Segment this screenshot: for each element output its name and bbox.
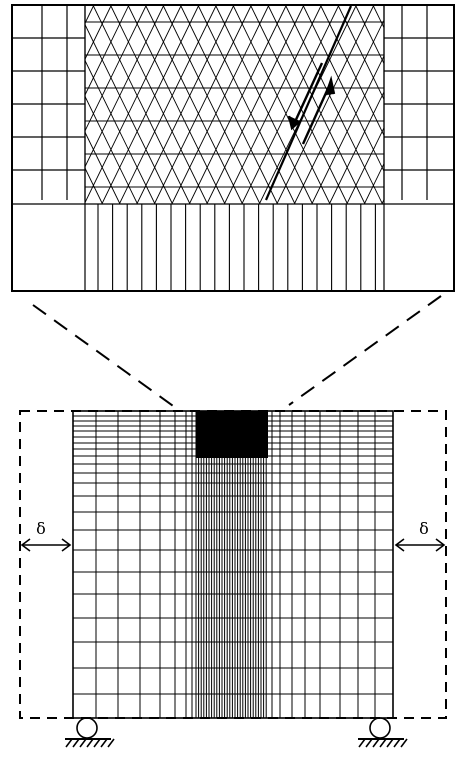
mesh-diagonal — [118, 5, 217, 205]
mesh-diagonal — [215, 5, 313, 205]
mesh-diagonal — [268, 5, 366, 205]
mesh-diagonal — [328, 91, 385, 205]
mesh-diagonal — [171, 5, 269, 205]
support-hatch — [379, 738, 387, 748]
detail-diamond-mesh — [84, 5, 385, 205]
mesh-diagonal — [206, 5, 304, 205]
mesh-diagonal — [250, 5, 348, 205]
support-hatch — [65, 738, 73, 748]
displacement-right: δ — [394, 519, 446, 552]
support-hatch — [72, 738, 80, 748]
zoom-connectors — [32, 295, 442, 409]
roller-support-left — [65, 717, 115, 748]
support-hatch — [386, 738, 394, 748]
zoom-connector-right — [288, 295, 442, 406]
mesh-diagonal — [128, 5, 226, 205]
displacement-left: δ — [20, 519, 72, 552]
mesh-diagonal — [84, 5, 112, 60]
mesh-diagonal — [381, 199, 385, 205]
mesh-diagonal — [303, 5, 385, 172]
support-hatch — [107, 738, 115, 748]
detail-panel — [11, 4, 455, 292]
mesh-diagonal — [93, 5, 191, 205]
mesh-diagonal — [346, 127, 385, 205]
detail-frame — [11, 4, 455, 292]
detail-lower-columns — [97, 204, 376, 291]
support-hatch — [79, 738, 87, 748]
mesh-diagonal — [84, 5, 164, 167]
mesh-diagonal — [84, 132, 121, 205]
zoom-connector-left — [32, 304, 177, 409]
support-hatch — [365, 738, 373, 748]
delta-label-right: δ — [419, 519, 429, 538]
mesh-diagonal — [338, 5, 385, 100]
mesh-diagonal — [293, 19, 385, 205]
mesh-diagonal — [241, 5, 339, 205]
mesh-diagonal — [233, 5, 331, 205]
mesh-diagonal — [285, 5, 383, 205]
support-hatch — [358, 738, 366, 748]
mesh-diagonal — [84, 96, 138, 205]
mesh-diagonal — [84, 167, 103, 205]
mesh-diagonal — [311, 55, 385, 205]
mesh-diagonal — [110, 5, 208, 205]
support-hatch — [100, 738, 108, 748]
mesh-diagonal — [188, 5, 287, 205]
mesh-diagonal — [163, 5, 261, 205]
mesh-diagonal — [223, 5, 322, 205]
roller-support-right — [358, 717, 408, 748]
detail-coarse-grid — [12, 6, 454, 291]
shear-arrow-icon — [287, 62, 336, 145]
mesh-diagonal — [363, 163, 385, 205]
model-mesh — [73, 411, 393, 718]
mesh-diagonal — [101, 5, 199, 205]
mesh-diagonal — [136, 5, 234, 205]
mesh-diagonal — [84, 24, 173, 205]
full-model — [19, 410, 447, 719]
fault-trace — [264, 5, 353, 201]
support-hatch — [86, 738, 94, 748]
support-hatch — [93, 738, 101, 748]
mesh-diagonal — [84, 5, 147, 132]
delta-label-left: δ — [36, 519, 46, 538]
mesh-diagonal — [145, 5, 243, 205]
mesh-diagonal — [355, 5, 385, 64]
mesh-diagonal — [320, 5, 385, 136]
mesh-diagonal — [84, 5, 129, 96]
support-hatch — [372, 738, 380, 748]
mesh-diagonal — [180, 5, 278, 205]
mesh-diagonal — [276, 5, 374, 205]
roller-support-icon — [76, 717, 98, 739]
mesh-diagonal — [153, 5, 252, 205]
mesh-diagonal — [84, 60, 156, 205]
mesh-diagonal — [198, 5, 296, 205]
refined-block — [196, 411, 268, 458]
support-hatch — [393, 738, 401, 748]
mesh-diagonal — [84, 5, 94, 24]
roller-support-icon — [369, 717, 391, 739]
support-hatch — [400, 738, 408, 748]
mesh-diagonal — [84, 5, 182, 203]
